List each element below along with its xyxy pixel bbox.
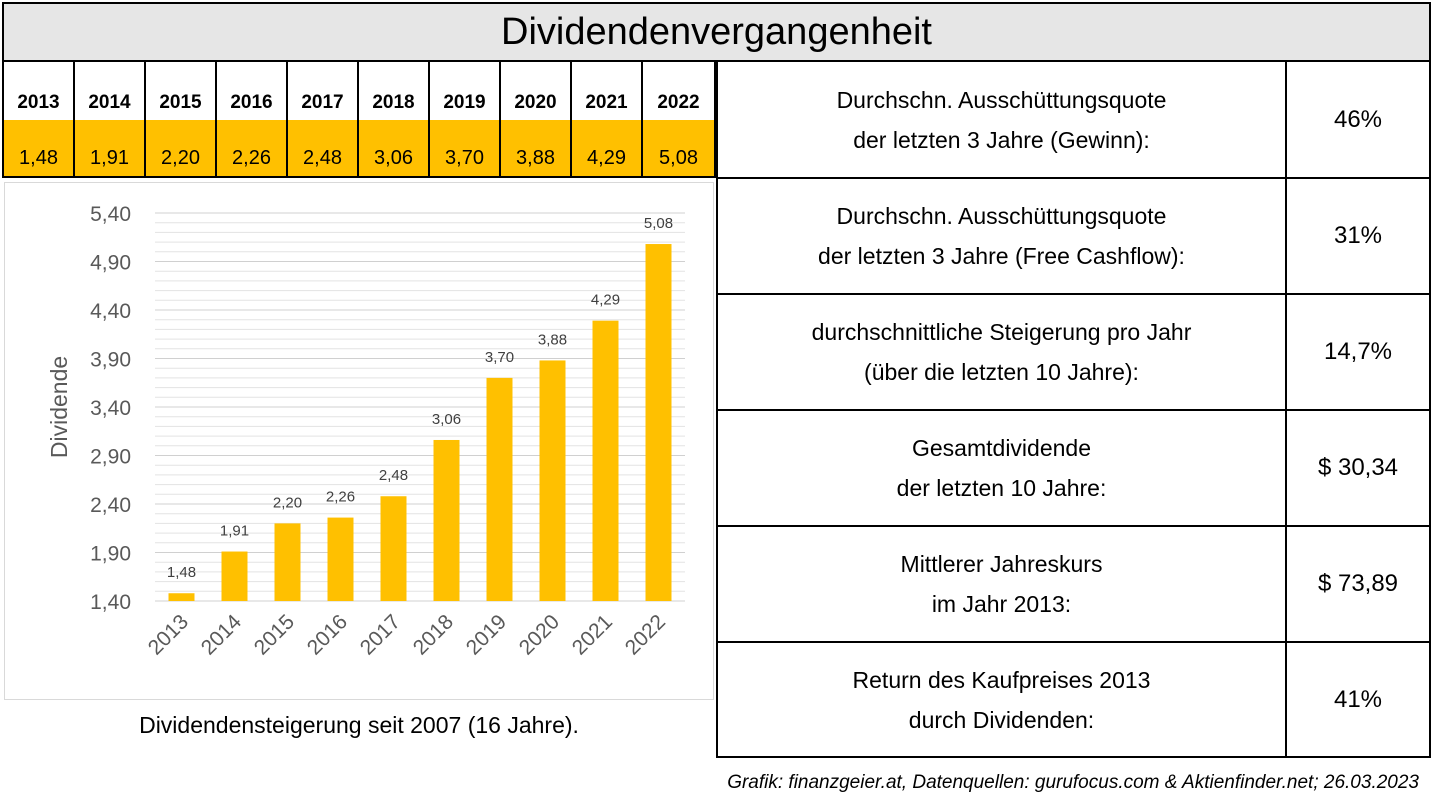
stats-label: Mittlerer Jahreskurs im Jahr 2013:	[718, 527, 1287, 641]
data-label: 4,29	[591, 292, 620, 309]
data-label: 1,91	[220, 523, 249, 540]
bar	[645, 244, 672, 601]
year-cell: 2022	[657, 92, 700, 113]
dividend-value-cell: 3,88	[501, 120, 572, 176]
y-tick-label: 4,90	[90, 252, 131, 275]
bar	[168, 593, 195, 601]
stats-label: Gesamtdividende der letzten 10 Jahre:	[718, 411, 1287, 525]
data-label: 3,06	[432, 411, 461, 428]
x-tick-label: 2021	[568, 610, 617, 659]
year-cell: 2018	[359, 62, 430, 120]
stats-row: Gesamtdividende der letzten 10 Jahre: $ 3…	[718, 411, 1429, 527]
page-title: Dividendenvergangenheit	[2, 2, 1431, 62]
data-label: 3,88	[538, 331, 567, 348]
dividend-year-table: 2013 2014 2015 2016 2017 2018 2019 2020 …	[2, 62, 716, 178]
dividend-value-cell: 3,70	[430, 120, 501, 176]
dividend-value-cell: 2,20	[146, 120, 217, 176]
year-cell: 2021	[572, 62, 643, 120]
stats-row: Durchschn. Ausschüttungsquote der letzten…	[718, 62, 1429, 179]
data-label: 2,26	[326, 489, 355, 506]
stats-row: Return des Kaufpreises 2013 durch Dividen…	[718, 643, 1429, 756]
y-axis-label: Dividende	[46, 356, 72, 458]
source-note: Grafik: finanzgeier.at, Datenquellen: gu…	[727, 772, 1419, 793]
dividend-value-cell: 4,29	[572, 120, 643, 176]
bar	[592, 320, 619, 601]
year-cell: 2020	[501, 62, 572, 120]
bar	[221, 551, 248, 601]
x-tick-label: 2016	[303, 610, 352, 659]
data-label: 3,70	[485, 349, 514, 366]
dividend-value-cell: 1,91	[75, 120, 146, 176]
bar	[274, 523, 301, 601]
y-tick-label: 2,90	[90, 446, 131, 469]
bar	[539, 360, 566, 601]
y-tick-label: 2,40	[90, 494, 131, 517]
year-cell: 2015	[146, 62, 217, 120]
dividend-value-cell: 3,06	[359, 120, 430, 176]
y-tick-label: 1,90	[90, 543, 131, 566]
data-label: 2,20	[273, 494, 302, 511]
bar	[486, 377, 513, 601]
y-tick-label: 4,40	[90, 300, 131, 323]
stats-value: $ 73,89	[1317, 570, 1399, 597]
dividend-value-cell: 1,48	[4, 120, 75, 176]
x-tick-label: 2019	[462, 610, 511, 659]
stats-row: durchschnittliche Steigerung pro Jahr (üb…	[718, 295, 1429, 411]
stats-label: Durchschn. Ausschüttungsquote der letzten…	[718, 62, 1287, 177]
x-tick-label: 2013	[144, 610, 193, 659]
stats-table: Durchschn. Ausschüttungsquote der letzten…	[716, 62, 1431, 758]
y-tick-label: 1,40	[90, 591, 131, 614]
stats-value: 31%	[1333, 222, 1383, 249]
stats-label: Return des Kaufpreises 2013 durch Dividen…	[718, 643, 1287, 756]
y-tick-label: 3,40	[90, 397, 131, 420]
year-cell: 2013	[4, 62, 75, 120]
data-label: 1,48	[167, 564, 196, 581]
dividend-value-cell: 2,48	[288, 120, 359, 176]
stats-value: 41%	[1333, 685, 1383, 713]
x-tick-label: 2017	[356, 610, 405, 659]
dividend-value-cell: 2,26	[217, 120, 288, 176]
stats-value: $ 30,34	[1317, 454, 1399, 481]
stats-row: Durchschn. Ausschüttungsquote der letzten…	[718, 179, 1429, 295]
dividend-bar-chart-svg: 1,40 1,90 2,40 2,90 3,40 3,90 4,40 4,90 5,40 Divi…	[46, 203, 685, 660]
stats-label: Durchschn. Ausschüttungsquote der letzten…	[718, 179, 1287, 293]
stats-row: Mittlerer Jahreskurs im Jahr 2013: $ 73,8…	[718, 527, 1429, 643]
data-label: 5,08	[644, 215, 673, 232]
y-tick-label: 3,90	[90, 349, 131, 372]
year-cell: 2016	[217, 62, 288, 120]
chart-caption: Dividendensteigerung seit 2007 (16 Jahre…	[139, 712, 579, 738]
dividend-chart: 1,40 1,90 2,40 2,90 3,40 3,90 4,40 4,90 5,40 Divi…	[4, 182, 714, 700]
x-tick-label: 2018	[409, 610, 458, 659]
year-cell: 2019	[430, 62, 501, 120]
bar	[327, 517, 354, 601]
stats-value: 14,7%	[1323, 338, 1393, 365]
x-tick-label: 2020	[515, 610, 564, 659]
data-label: 2,48	[379, 467, 408, 484]
stats-label: durchschnittliche Steigerung pro Jahr (üb…	[718, 295, 1287, 409]
bar	[433, 439, 460, 601]
x-tick-label: 2014	[197, 610, 247, 660]
dividend-value-cell: 5,08	[643, 120, 714, 176]
year-cell: 2014	[75, 62, 146, 120]
bar	[380, 496, 407, 601]
year-cell: 2017	[288, 62, 359, 120]
x-tick-label: 2022	[621, 610, 670, 659]
stats-value: 46%	[1333, 105, 1383, 133]
x-tick-label: 2015	[250, 610, 299, 659]
y-tick-label: 5,40	[90, 203, 131, 226]
